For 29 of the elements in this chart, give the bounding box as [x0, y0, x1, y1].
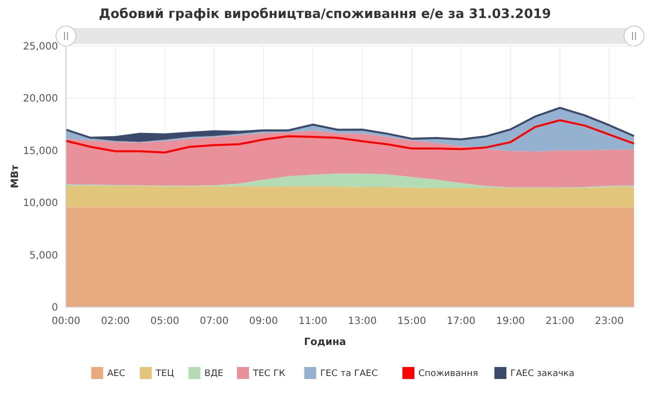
legend-label: ВДЕ: [204, 369, 224, 380]
x-tick-label: 15:00: [397, 316, 426, 327]
x-tick-label: 09:00: [249, 316, 278, 327]
y-tick-label: 5,000: [29, 250, 58, 262]
y-axis-title: МВт: [10, 164, 21, 188]
legend-label: ТЕЦ: [154, 369, 174, 380]
y-tick-label: 10,000: [23, 198, 58, 210]
y-tick-label: 25,000: [23, 42, 58, 52]
chart-title: Добовий графік виробництва/споживання е/е за 31.03.2019: [98, 7, 552, 22]
y-tick-label: 0: [52, 302, 58, 314]
legend-label: Споживання: [418, 369, 478, 380]
x-tick-label: 21:00: [546, 316, 574, 327]
line-series: [65, 119, 635, 154]
y-tick-label: 15,000: [23, 146, 58, 157]
legend-label: АЕС: [107, 369, 126, 380]
x-tick-label: 11:00: [298, 316, 328, 327]
legend-label: ГАЕС закачка: [510, 369, 574, 380]
x-tick-label: 17:00: [446, 316, 476, 327]
legend-label: ТЕС ГК: [252, 369, 286, 380]
y-tick-label: 20,000: [23, 94, 58, 105]
x-tick-label: 05:00: [150, 316, 180, 327]
x-axis-title: Година: [304, 337, 346, 348]
legend-label: ГЕС та ГАЕС: [320, 369, 378, 380]
x-tick-label: 13:00: [348, 316, 377, 327]
x-tick-label: 07:00: [200, 316, 229, 327]
x-tick-label: 23:00: [594, 316, 624, 327]
x-tick-label: 00:00: [52, 316, 80, 327]
x-tick-label: 02:00: [100, 316, 130, 327]
x-tick-label: 19:00: [496, 316, 525, 327]
